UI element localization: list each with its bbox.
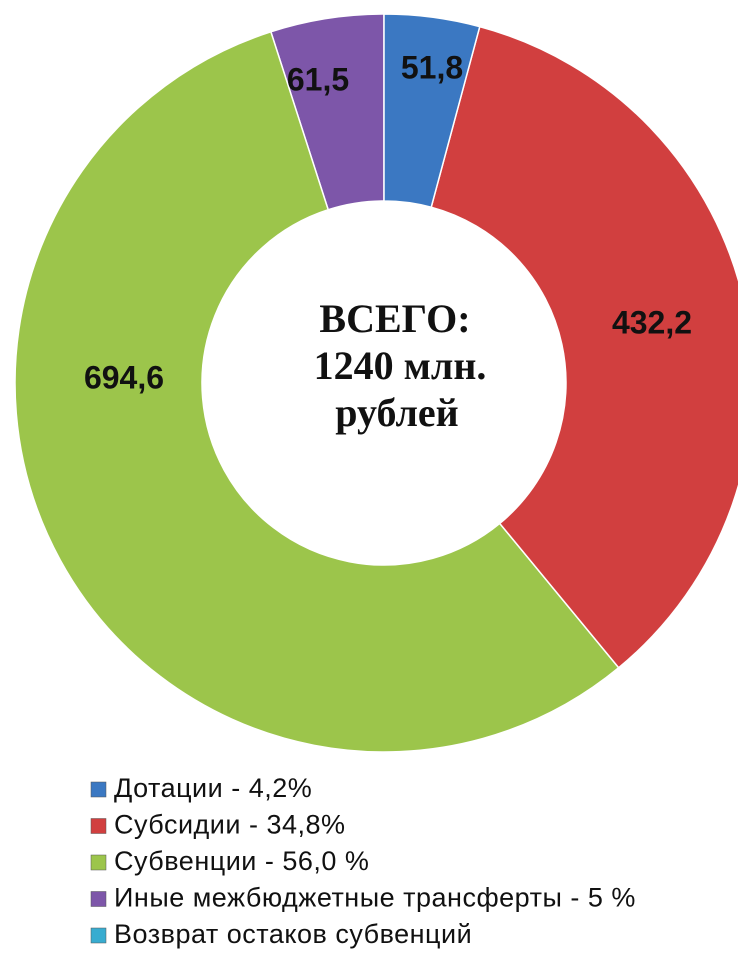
legend-label: Субсидии - 34,8% <box>114 810 346 840</box>
center-text: рублей <box>335 390 458 435</box>
center-text: 1240 млн. <box>314 343 487 388</box>
legend-swatch <box>90 818 107 834</box>
legend-label: Субвенции - 56,0 % <box>114 846 369 876</box>
value-label: 61,5 <box>287 61 349 97</box>
center-text: ВСЕГО: <box>319 296 470 341</box>
donut-segment <box>383 13 481 209</box>
value-label: 51,8 <box>401 49 463 85</box>
legend-swatch <box>90 927 107 944</box>
legend-swatch <box>90 891 107 907</box>
donut-segment <box>14 30 620 753</box>
value-label: 694,6 <box>84 359 164 395</box>
legend-swatch <box>90 781 107 798</box>
donut-segment <box>430 25 738 669</box>
value-label: 432,2 <box>612 304 692 340</box>
legend-swatch <box>90 854 107 871</box>
legend-label: Иные межбюджетные трансферты - 5 % <box>114 883 636 913</box>
legend-label: Дотации - 4,2% <box>114 773 312 803</box>
legend-label: Возврат остаков субвенций <box>114 919 472 949</box>
